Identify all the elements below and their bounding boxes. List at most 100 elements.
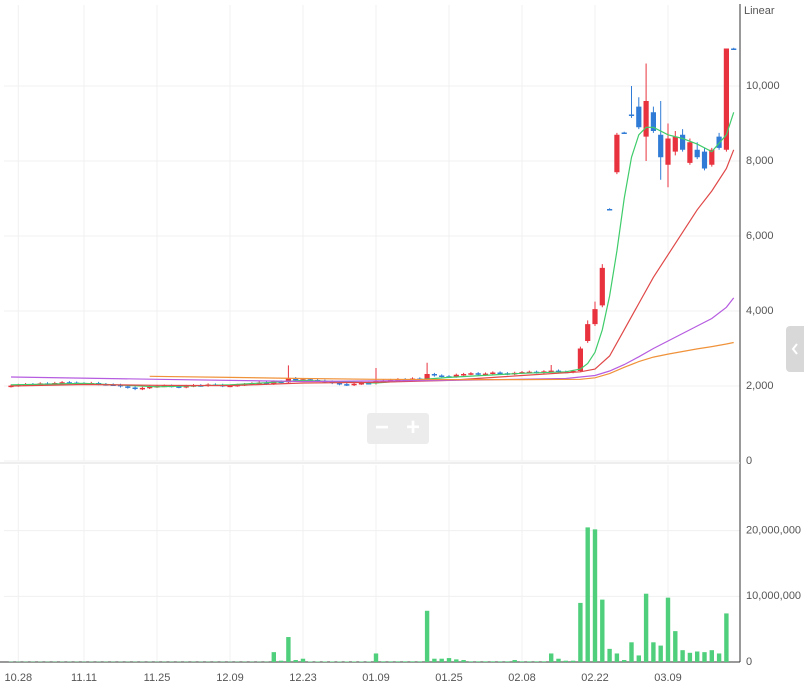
volume-bar <box>446 658 452 662</box>
volume-bar <box>658 645 663 662</box>
volume-bar <box>337 661 342 662</box>
volume-bar <box>570 660 576 662</box>
candle-body <box>687 142 693 163</box>
candle-body <box>285 378 291 383</box>
candle-body <box>723 48 729 150</box>
volume-bar <box>643 593 649 662</box>
y-tick-label: 4,000 <box>746 305 774 317</box>
volume-bar <box>614 653 620 662</box>
candle-body <box>592 309 598 325</box>
volume-bar <box>271 652 276 662</box>
y-tick-label: 8,000 <box>746 155 774 167</box>
candle-body <box>694 149 700 158</box>
zoom-out-button[interactable]: − <box>374 414 389 441</box>
volume-bar <box>622 660 627 662</box>
volume-bar <box>585 527 590 662</box>
y2-tick-label: 0 <box>746 656 752 668</box>
volume-bar <box>519 661 525 662</box>
volume-bar <box>563 660 568 662</box>
volume-bar <box>665 597 671 662</box>
y-tick-label: 2,000 <box>746 380 774 392</box>
volume-bar <box>505 661 510 662</box>
y-tick-label: 0 <box>746 455 752 467</box>
candle-body <box>176 386 182 388</box>
volume-bar <box>592 529 598 662</box>
candle-body <box>227 385 233 388</box>
candle-body <box>395 379 401 381</box>
candle-body <box>548 370 554 373</box>
x-tick-label: 10.28 <box>5 672 33 684</box>
candle-body <box>293 378 299 381</box>
candle-body <box>351 383 357 386</box>
candle-body <box>621 132 627 134</box>
candle-body <box>439 375 445 377</box>
volume-bar <box>687 652 693 662</box>
volume-bar <box>468 661 474 662</box>
volume-bar <box>534 661 539 662</box>
y2-tick-label: 10,000,000 <box>746 590 801 602</box>
candle-body <box>614 134 620 173</box>
side-panel-toggle[interactable] <box>786 326 804 372</box>
x-tick-label: 12.23 <box>289 672 317 684</box>
x-tick-label: 02.08 <box>508 672 536 684</box>
candle-body <box>139 387 145 390</box>
candle-body <box>680 134 686 150</box>
candle-body <box>555 370 562 373</box>
x-tick-label: 12.09 <box>216 672 244 684</box>
volume-bar <box>702 652 707 662</box>
candle-body <box>672 136 678 152</box>
x-tick-label: 01.25 <box>435 672 463 684</box>
volume-bar <box>673 631 678 662</box>
volume-bar <box>410 661 415 662</box>
volume-bar <box>483 661 488 662</box>
volume-bar <box>600 599 605 662</box>
x-tick-label: 11.25 <box>144 672 171 684</box>
candle-body <box>716 136 722 148</box>
candle-body <box>490 372 496 374</box>
volume-bar <box>549 653 554 662</box>
candle-body <box>380 380 386 383</box>
volume-bar <box>476 661 481 662</box>
candle-body <box>577 348 583 371</box>
volume-bar <box>286 637 291 662</box>
volume-bar <box>388 661 393 662</box>
y-tick-label: 10,000 <box>746 80 780 92</box>
x-tick-label: 03.09 <box>654 672 682 684</box>
volume-bar <box>366 661 371 662</box>
volume-bar <box>278 660 284 662</box>
moving-average-line <box>10 297 735 383</box>
candle-body <box>344 384 350 386</box>
volume-bar <box>695 651 700 662</box>
volume-bar <box>330 661 335 662</box>
candle-body <box>497 372 503 374</box>
zoom-in-button[interactable]: + <box>405 414 420 441</box>
volume-bar <box>300 658 306 662</box>
candle-body <box>650 112 656 131</box>
volume-bar <box>439 658 444 662</box>
volume-bar <box>322 661 328 662</box>
candle-body <box>336 383 343 385</box>
moving-average-line <box>149 341 734 381</box>
candle-body <box>468 373 474 375</box>
candle-body <box>132 387 138 389</box>
volume-bar <box>607 648 612 662</box>
volume-bar <box>424 610 430 662</box>
candle-body <box>431 374 437 376</box>
volume-bar <box>395 661 401 662</box>
volume-bar <box>651 642 656 662</box>
volume-bar <box>315 661 320 662</box>
x-tick-label: 11.11 <box>71 672 97 684</box>
candle-body <box>599 267 605 306</box>
candle-body <box>665 138 671 165</box>
candle-body <box>307 379 313 381</box>
volume-bar <box>636 655 641 662</box>
volume-bar <box>709 650 714 662</box>
candle-body <box>59 382 65 384</box>
volume-bar <box>578 602 583 662</box>
candle-body <box>482 373 489 376</box>
candle-body <box>263 382 270 385</box>
axis-label: Linear <box>744 5 775 17</box>
candle-body <box>461 374 467 376</box>
candle-body <box>366 383 372 385</box>
